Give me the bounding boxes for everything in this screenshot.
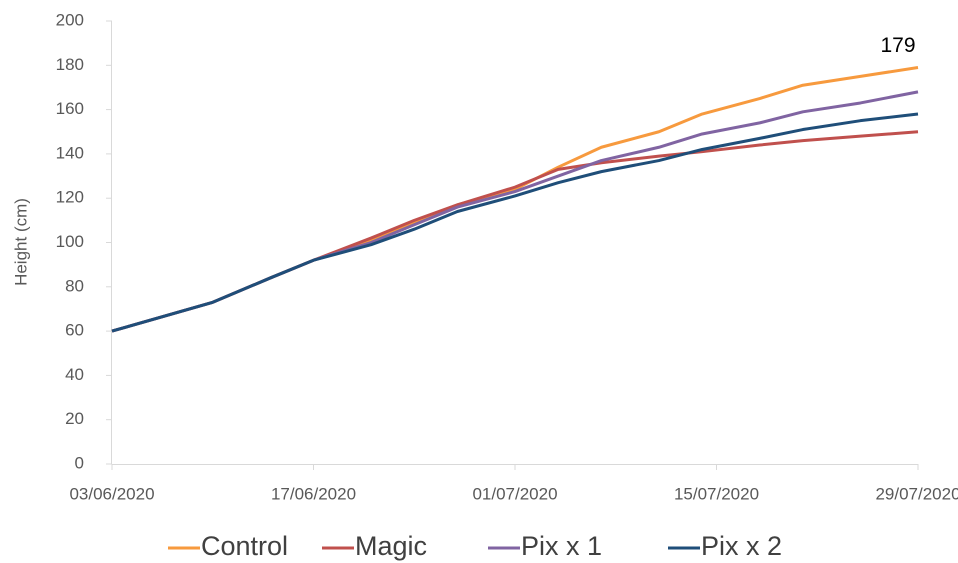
x-tick-label: 03/06/2020 [69,484,154,503]
x-tick-label: 29/07/2020 [875,484,958,503]
y-tick-label: 20 [65,409,84,428]
y-tick-label: 40 [65,365,84,384]
y-tick-label: 80 [65,276,84,295]
y-tick-label: 200 [56,10,84,29]
line-series [111,66,919,333]
legend-text: Pix x 1 [521,531,602,561]
line-series [111,130,919,333]
x-tick-label: 01/07/2020 [472,484,557,503]
legend-text: Pix x 2 [701,531,782,561]
x-tick-label: 17/06/2020 [271,484,356,503]
y-tick-label: 140 [56,143,84,162]
line-series [111,112,919,333]
y-axis-label: Height (cm) [11,198,30,286]
x-tick-label: 15/07/2020 [674,484,759,503]
y-tick-label: 180 [56,55,84,74]
y-tick-label: 120 [56,188,84,207]
y-tick-label: 160 [56,99,84,118]
data-label: 179 [880,34,915,57]
y-tick-label: 100 [56,232,84,251]
y-tick-label: 0 [75,453,84,472]
y-tick-label: 60 [65,321,84,340]
legend-text: Control [201,531,288,561]
legend-text: Magic [355,531,427,561]
